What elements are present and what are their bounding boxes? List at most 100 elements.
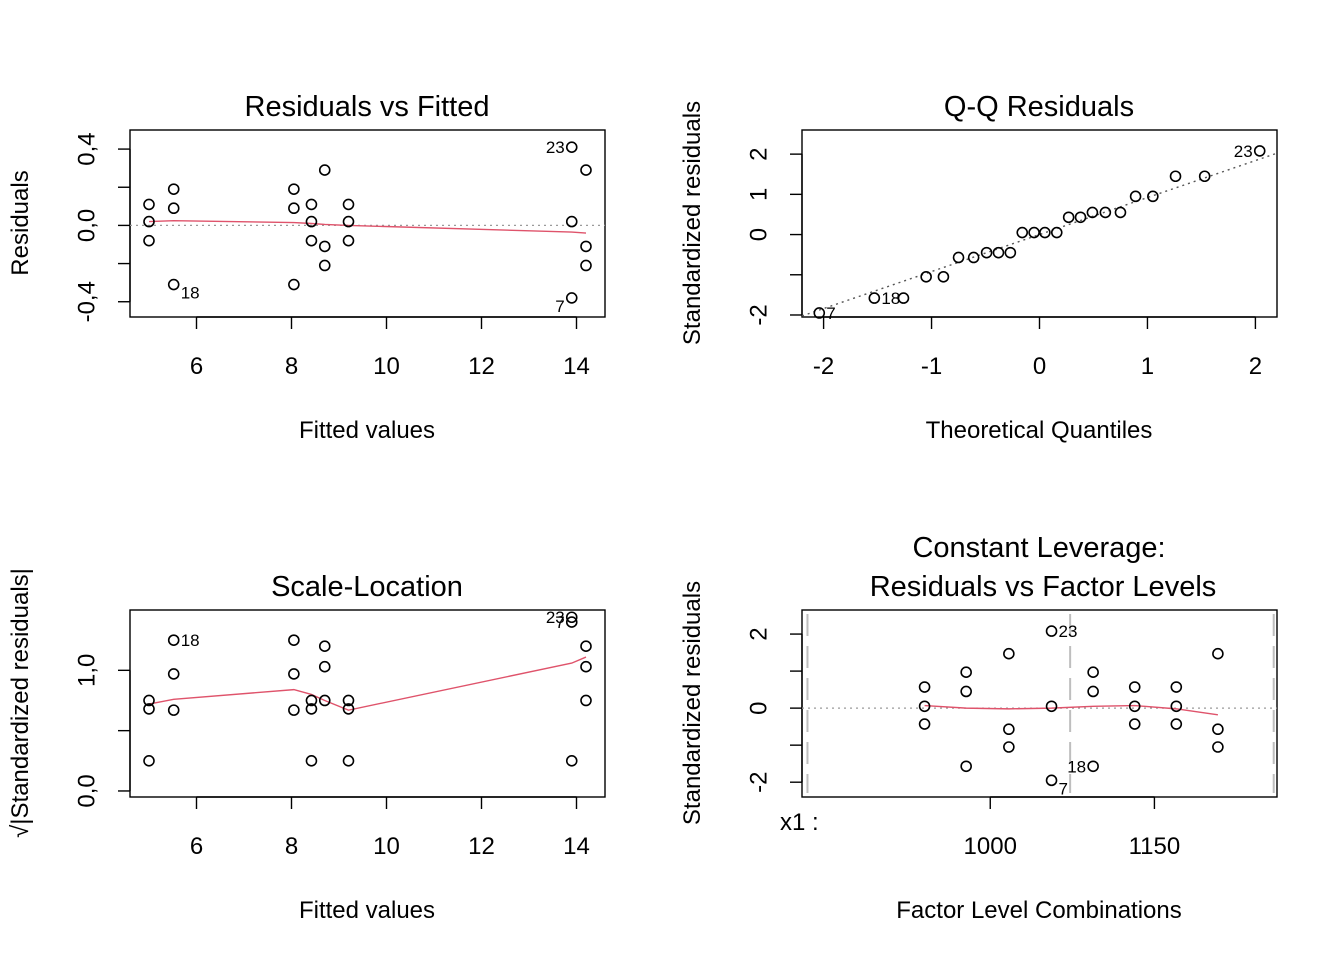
panel-4-y-tick-label: 2 <box>745 627 772 640</box>
panel-2-point-label: 7 <box>826 304 835 323</box>
panel-4-data-point <box>1003 741 1015 753</box>
panel-3-data-point <box>318 660 331 673</box>
panel-4-data-point <box>960 685 972 698</box>
panel-3-y-tick-label: 0,0 <box>73 774 100 807</box>
panel-2-x-tick-label: 1 <box>1141 353 1154 380</box>
panel-1-data-point <box>167 183 180 195</box>
panel-2-data-point <box>1129 190 1142 203</box>
panel-3-data-point <box>318 640 331 652</box>
panel-2-x-tick-label: 0 <box>1033 353 1046 380</box>
panel-3-data-point <box>143 694 155 707</box>
panel-3-data-point <box>318 694 331 707</box>
panel-4-x-axis-label: Factor Level Combinations <box>896 897 1181 924</box>
panel-2-data-point <box>952 251 965 264</box>
panel-2-data-point <box>1028 226 1040 239</box>
panel-4-data-point <box>918 700 931 713</box>
panel-4-y-axis-label: Standardized residuals <box>679 581 706 825</box>
panel-1-data-point <box>580 164 592 176</box>
panel-1-data-point <box>288 183 300 195</box>
panel-residuals-vs-factor-levels: Constant Leverage: Residuals vs Factor L… <box>679 532 1278 924</box>
panel-3-plot-frame <box>129 609 606 798</box>
panel-1-data-point <box>318 240 331 253</box>
panel-2-y-tick-label: 0 <box>745 228 772 241</box>
panel-1-x-tick-label: 6 <box>190 353 203 380</box>
panel-1-x-axis-label: Fitted values <box>299 417 435 444</box>
panel-3-data-point <box>167 704 180 716</box>
panel-4-data-point <box>1212 647 1224 660</box>
panel-1-data-point <box>565 292 578 304</box>
panel-3-x-tick-label: 8 <box>285 833 298 860</box>
panel-4-data-point <box>1087 760 1099 773</box>
panel-4-data-point <box>1128 700 1141 713</box>
panel-1-data-point <box>305 234 318 247</box>
panel-2-data-point <box>980 246 993 259</box>
panel-2-title: Q-Q Residuals <box>944 91 1134 123</box>
panel-1-data-point <box>288 278 300 291</box>
panel-4-data-point <box>1045 700 1058 713</box>
panel-2-data-point <box>1147 190 1159 203</box>
panel-residuals-vs-fitted: Residuals vs Fitted Fitted values Residu… <box>7 91 606 444</box>
panel-3-data-point <box>580 694 592 707</box>
panel-3-data-point <box>143 703 155 715</box>
panel-scale-location: Scale-Location Fitted values √|Standardi… <box>7 568 606 924</box>
panel-2-data-point <box>1074 211 1087 224</box>
panel-3-data-point <box>565 611 578 624</box>
panel-3-data-point <box>565 616 578 628</box>
panel-1-y-tick-label: 0,0 <box>73 209 100 242</box>
panel-2-data-point <box>1039 226 1051 239</box>
panel-2-data-point <box>937 270 950 283</box>
panel-1-data-point <box>580 259 592 272</box>
panel-4-title: Constant Leverage: <box>912 532 1165 564</box>
panel-4-data-point <box>1087 685 1099 698</box>
panel-4-data-point <box>1212 741 1224 753</box>
panel-1-data-point <box>143 198 155 211</box>
panel-4-data-point <box>960 760 972 773</box>
panel-4-data-point <box>1170 700 1183 713</box>
panel-2-y-tick-label: 2 <box>745 147 772 160</box>
panel-2-data-point <box>1198 170 1211 183</box>
panel-4-data-point <box>1128 718 1141 730</box>
panel-4-y-tick-label: -2 <box>745 772 772 793</box>
panel-2-data-point <box>1099 206 1112 219</box>
panel-1-y-tick-label: -0,4 <box>73 281 100 322</box>
panel-4-data-point <box>1212 723 1224 736</box>
panel-1-data-point <box>342 215 355 228</box>
panel-1-data-point <box>342 234 355 247</box>
panel-2-point-label: 18 <box>881 289 900 308</box>
panel-2-x-tick-label: -2 <box>813 353 834 380</box>
panel-3-data-point <box>342 703 355 715</box>
panel-3-data-point <box>565 755 578 767</box>
panel-4-point-label: 7 <box>1059 779 1068 798</box>
panel-2-data-point <box>1169 170 1182 183</box>
panel-4-point-label: 23 <box>1059 622 1078 641</box>
panel-3-data-point <box>288 704 300 716</box>
panel-3-data-point <box>167 668 180 680</box>
panel-2-data-point <box>1062 211 1075 224</box>
panel-4-data-point <box>1128 681 1141 693</box>
panel-2-data-point <box>1016 226 1029 239</box>
panel-3-x-tick-label: 14 <box>563 833 590 860</box>
panel-3-y-tick-label: 1,0 <box>73 654 100 687</box>
panel-3-data-point <box>580 640 592 652</box>
panel-2-y-tick-label: 1 <box>745 188 772 201</box>
panel-2-data-point <box>1114 206 1127 219</box>
panel-1-x-tick-label: 10 <box>373 353 400 380</box>
panel-3-y-axis-label: √|Standardized residuals| <box>7 568 34 838</box>
panel-1-data-point <box>167 278 180 291</box>
panel-4-x-tick-label: 1000 <box>964 833 1017 860</box>
panel-1-data-point <box>143 215 155 228</box>
panel-4-data-point <box>1003 647 1015 660</box>
panel-1-data-point <box>565 141 578 153</box>
panel-4-x-tick-label: 1150 <box>1129 833 1181 860</box>
panel-1-point-label: 23 <box>546 138 565 157</box>
panel-2-data-point <box>813 307 826 319</box>
panel-2-data-point <box>897 292 910 304</box>
panel-3-point-label: 18 <box>181 631 200 650</box>
panel-1-y-axis-label: Residuals <box>7 170 34 275</box>
panel-1-y-tick-label: 0,4 <box>73 132 100 165</box>
panel-2-y-tick-label: -2 <box>745 304 772 325</box>
panel-2-plot-area: -2 -1 0 1 2 -2 0 1 2 23 18 7 <box>745 142 1278 380</box>
panel-3-data-point <box>288 634 300 646</box>
panel-1-point-label: 7 <box>555 297 564 316</box>
